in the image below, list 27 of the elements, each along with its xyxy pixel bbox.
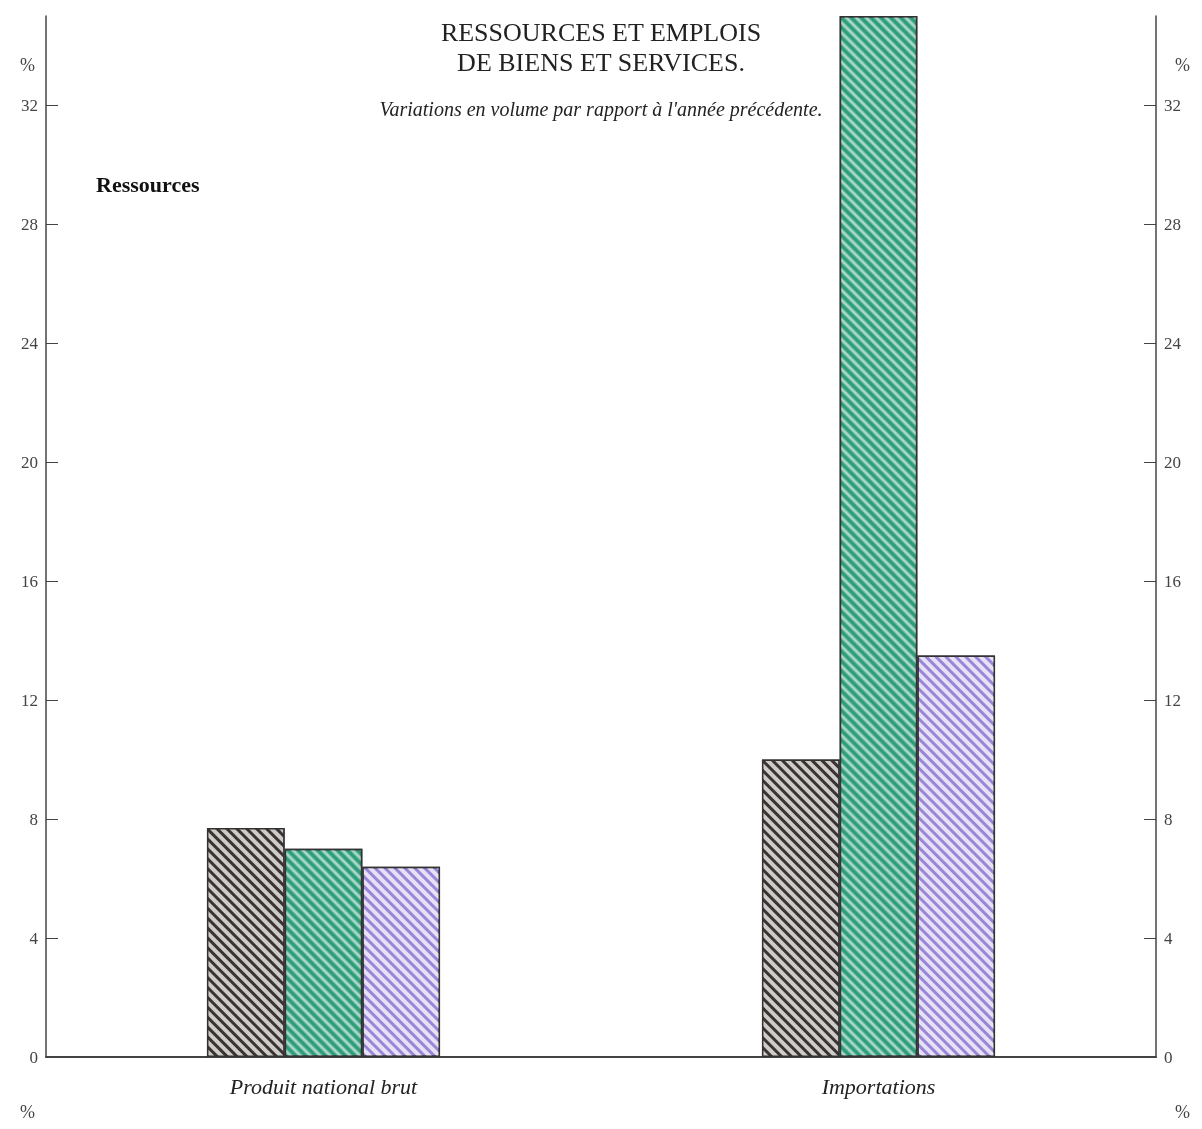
y-tick-label: 0 xyxy=(29,1047,38,1067)
y-tick-label: 12 xyxy=(21,690,38,710)
y-tick-label: 28 xyxy=(21,214,38,234)
y2-tick-label: 0 xyxy=(1164,1047,1173,1067)
y-tick-label: 24 xyxy=(21,333,39,353)
x-tick-label: Importations xyxy=(820,1073,936,1099)
text: % xyxy=(1175,1102,1191,1122)
y-tick-label: 4 xyxy=(29,928,39,948)
y-tick-label: 16 xyxy=(21,571,38,591)
y2-tick-label: 12 xyxy=(1164,690,1181,710)
y-tick-label: 8 xyxy=(29,809,38,829)
y2-tick-label: 16 xyxy=(1164,571,1181,591)
y-tick-label: 32 xyxy=(21,95,38,115)
y2-tick-label: 20 xyxy=(1164,452,1181,472)
y2-tick-label: 8 xyxy=(1164,809,1173,829)
text: % xyxy=(20,1102,35,1122)
y2-tick-label: 32 xyxy=(1164,95,1181,115)
text: Variations en volume par rapport à l'année précédente. xyxy=(379,98,823,121)
y2-tick-label: 28 xyxy=(1164,214,1181,234)
text: % xyxy=(20,55,35,75)
y2-tick-label: 4 xyxy=(1164,928,1173,948)
x-tick-label: Produit national brut xyxy=(228,1073,419,1099)
text: RESSOURCES ET EMPLOIS DE BIENS ET SERVICES. xyxy=(440,17,762,77)
y-tick-label: 20 xyxy=(21,452,38,472)
text: % xyxy=(1175,55,1191,75)
y2-tick-label: 24 xyxy=(1164,333,1182,353)
annotation: Ressources xyxy=(96,171,200,197)
